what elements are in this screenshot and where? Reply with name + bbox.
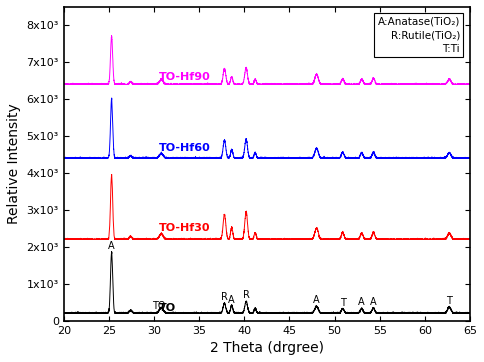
Text: R: R [221,292,228,302]
Text: A: A [228,295,235,305]
Text: A:Anatase(TiO₂)
R:Rutile(TiO₂)
T:Ti: A:Anatase(TiO₂) R:Rutile(TiO₂) T:Ti [378,16,460,54]
Text: R: R [242,290,250,300]
Text: T: T [340,298,346,308]
Y-axis label: Relative Intensity: Relative Intensity [7,104,21,224]
Text: A: A [358,297,365,307]
Text: TO-Hf60: TO-Hf60 [159,143,210,152]
Text: A: A [313,295,320,305]
Text: TO: TO [152,300,166,311]
X-axis label: 2 Theta (drgree): 2 Theta (drgree) [210,341,324,355]
Text: TO: TO [159,303,176,313]
Text: A: A [108,240,115,251]
Text: TO-Hf90: TO-Hf90 [159,72,210,82]
Text: TO-Hf30: TO-Hf30 [159,223,210,233]
Text: T: T [446,296,452,306]
Text: A: A [370,297,377,307]
